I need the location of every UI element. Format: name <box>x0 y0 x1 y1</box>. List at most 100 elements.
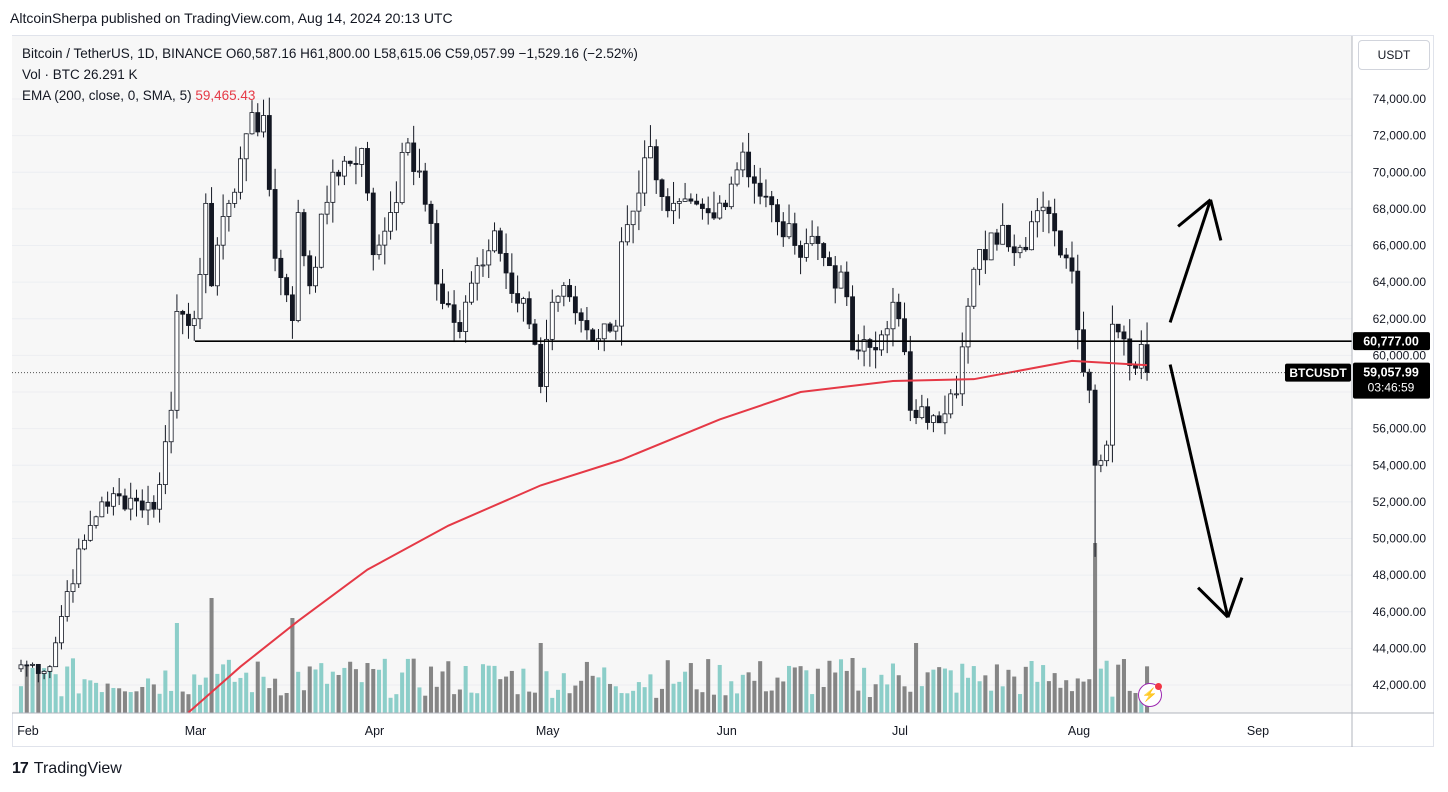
volume-bar <box>313 669 318 713</box>
price-tick-label: 72,000.00 <box>1373 129 1427 143</box>
candle-down <box>347 160 353 164</box>
volume-bar <box>232 681 237 713</box>
candlesticks <box>18 97 1150 683</box>
candle-down <box>278 257 284 278</box>
volume-bar <box>919 686 924 713</box>
volume-bar <box>319 663 324 713</box>
candle-up <box>238 158 243 193</box>
countdown-text: 03:46:59 <box>1368 381 1415 395</box>
volume-bar <box>146 678 151 713</box>
volume-bar <box>325 683 330 713</box>
volume-bar <box>440 671 445 713</box>
volume-bar <box>30 667 35 713</box>
volume-bar <box>579 680 584 713</box>
volume-bar <box>307 666 312 713</box>
price-tick-label: 50,000.00 <box>1373 532 1427 546</box>
legend-ema-label: EMA (200, close, 0, SMA, 5) <box>22 88 192 103</box>
volume-bar <box>781 681 786 713</box>
symbol-tag <box>1285 363 1351 382</box>
candle-up <box>87 525 93 541</box>
price-tick-label: 56,000.00 <box>1373 422 1427 436</box>
time-tick-label: Feb <box>17 724 39 738</box>
horizontal-line-layer <box>12 340 1352 374</box>
candle-up <box>232 191 238 204</box>
lightning-bolt-icon[interactable]: ⚡ <box>1138 683 1162 707</box>
volume-bar <box>486 665 491 713</box>
currency-unit-button[interactable]: USDT <box>1358 40 1430 70</box>
volume-bar <box>371 668 376 713</box>
volume-bar <box>180 691 185 713</box>
candle-down <box>936 415 942 424</box>
price-tick-label: 54,000.00 <box>1373 458 1427 472</box>
volume-bar <box>636 682 641 713</box>
candle-up <box>70 583 76 593</box>
candle-down <box>827 257 832 267</box>
candle-down <box>428 203 434 224</box>
hline-price-tag <box>1353 332 1430 351</box>
volume-bar <box>833 672 838 713</box>
time-tick-label: Aug <box>1068 724 1090 738</box>
volume-bar <box>452 694 457 713</box>
candle-up <box>220 216 226 246</box>
candle-down <box>1133 365 1138 369</box>
volume-bar <box>140 686 145 713</box>
candle-down <box>665 196 671 212</box>
volume-bar <box>902 686 907 713</box>
candle-down <box>1127 338 1133 366</box>
volume-bar <box>740 674 745 713</box>
volume-bar <box>47 670 52 713</box>
volume-bar <box>94 682 99 713</box>
candle-down <box>35 663 41 674</box>
time-tick-label: May <box>536 724 560 738</box>
candle-up <box>93 516 99 526</box>
volume-bar <box>267 688 272 713</box>
volume-bar <box>561 673 566 713</box>
candle-down <box>370 192 376 256</box>
volume-bar <box>53 674 58 713</box>
volume-bar <box>792 667 797 713</box>
volume-bar <box>989 690 994 713</box>
volume-bar <box>151 684 156 713</box>
volume-bar <box>671 683 676 713</box>
volume-bar <box>642 687 647 713</box>
candle-down <box>509 272 515 294</box>
price-tick-label: 66,000.00 <box>1373 239 1427 253</box>
volume-bar <box>226 659 231 713</box>
candle-down <box>925 406 931 423</box>
tradingview-logo-icon: 17 <box>12 760 29 777</box>
candle-down <box>832 265 838 289</box>
candle-up <box>988 232 994 261</box>
legend-ema-value: 59,465.43 <box>195 88 256 103</box>
candle-up <box>203 202 209 275</box>
candle-up <box>682 198 688 202</box>
candle-down <box>445 303 451 306</box>
volume-bar <box>966 677 971 713</box>
volume-bar <box>446 661 451 713</box>
candle-up <box>1098 460 1104 466</box>
price-tick-label: 64,000.00 <box>1373 275 1427 289</box>
candle-up <box>469 282 474 303</box>
volume-bar <box>76 693 81 713</box>
tradingview-footer: 17 TradingView <box>12 760 122 778</box>
candle-down <box>653 146 659 181</box>
volume-bar <box>729 681 734 713</box>
volume-bar <box>221 664 226 713</box>
candle-down <box>365 148 370 194</box>
price-tick-label: 52,000.00 <box>1373 495 1427 509</box>
candle-up <box>890 301 896 330</box>
candle-down <box>607 323 613 332</box>
candle-up <box>561 285 567 297</box>
volume-bar <box>694 689 699 713</box>
candle-up <box>341 160 347 177</box>
volume-bar <box>18 686 24 713</box>
candle-up <box>492 230 497 252</box>
volume-bar <box>659 688 665 713</box>
candle-down <box>440 283 445 304</box>
ema200-line <box>187 359 1148 714</box>
candle-up <box>1000 224 1006 245</box>
legend-volume: Vol · BTC 26.291 K <box>22 67 138 82</box>
volume-bar <box>625 693 630 713</box>
candle-up <box>417 170 422 173</box>
candle-down <box>821 243 827 259</box>
